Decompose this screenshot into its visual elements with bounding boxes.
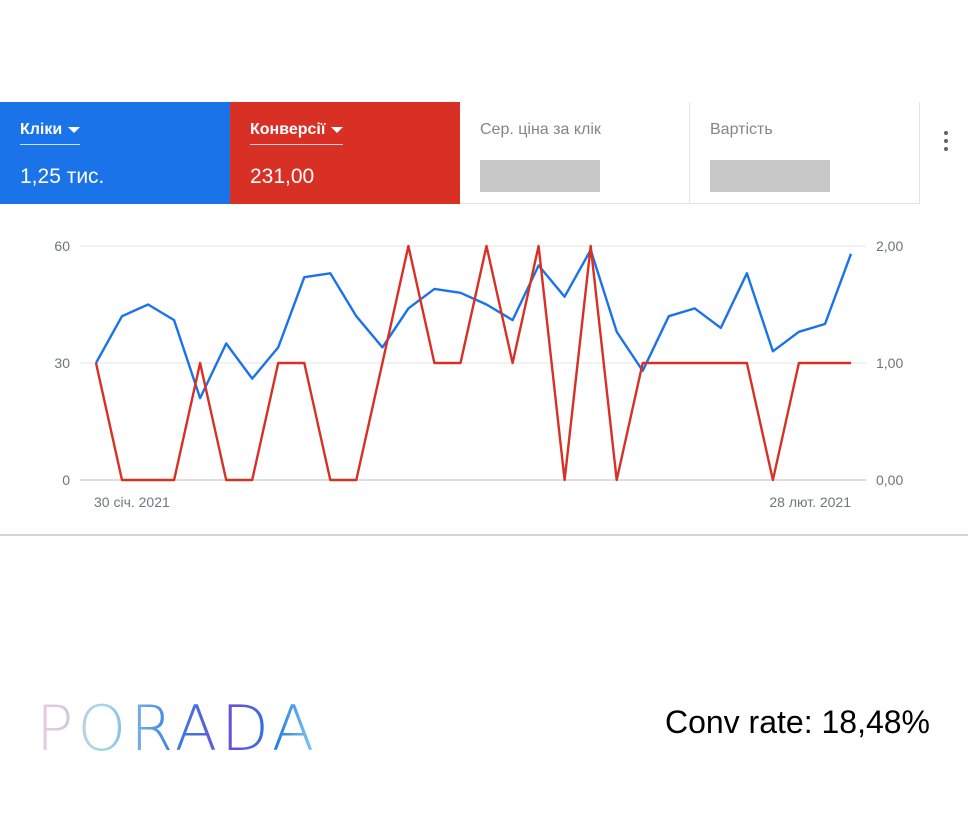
redacted-value xyxy=(480,160,600,192)
metric-label-conversions: Конверсії xyxy=(250,121,326,138)
metric-dropdown-conversions[interactable]: Конверсії xyxy=(250,121,344,145)
performance-card: Кліки 1,25 тис. Конверсії 231,00 Сер. ці… xyxy=(0,102,968,536)
metric-tile-avg-cpc[interactable]: Сер. ціна за клік xyxy=(460,102,690,204)
porada-logo: PORADA xyxy=(36,692,319,765)
metric-label-cost: Вартість xyxy=(710,121,773,138)
metric-dropdown-clicks[interactable]: Кліки xyxy=(20,121,81,145)
left-tick-label: 30 xyxy=(54,355,70,371)
conv-rate-text: Conv rate: 18,48% xyxy=(664,704,930,740)
metric-tiles: Кліки 1,25 тис. Конверсії 231,00 Сер. ці… xyxy=(0,102,920,204)
series-line-conversions xyxy=(94,244,851,482)
x-start-label: 30 січ. 2021 xyxy=(94,494,170,510)
line-chart: 60 2,00 30 1,00 0 0,00 30 січ. 2021 28 лют. 202… xyxy=(54,238,903,510)
caret-down-icon xyxy=(331,127,344,133)
caret-down-icon xyxy=(68,127,81,133)
metric-tile-cost[interactable]: Вартість xyxy=(690,102,920,204)
redacted-value xyxy=(710,160,830,192)
series-line-clicks xyxy=(94,248,853,400)
x-end-label: 28 лют. 2021 xyxy=(769,494,851,510)
metric-tile-clicks[interactable]: Кліки 1,25 тис. xyxy=(0,102,230,204)
right-tick-label: 0,00 xyxy=(876,472,903,488)
metric-value-conversions: 231,00 xyxy=(250,165,315,188)
left-tick-label: 60 xyxy=(54,238,70,254)
left-tick-label: 0 xyxy=(62,472,70,488)
metric-label-avg-cpc: Сер. ціна за клік xyxy=(480,121,601,138)
right-tick-label: 2,00 xyxy=(876,238,903,254)
metric-tile-conversions[interactable]: Конверсії 231,00 xyxy=(230,102,460,204)
right-tick-label: 1,00 xyxy=(876,355,903,371)
metric-label-clicks: Кліки xyxy=(20,121,63,138)
more-vert-icon[interactable] xyxy=(934,126,958,156)
metric-value-clicks: 1,25 тис. xyxy=(20,165,105,188)
